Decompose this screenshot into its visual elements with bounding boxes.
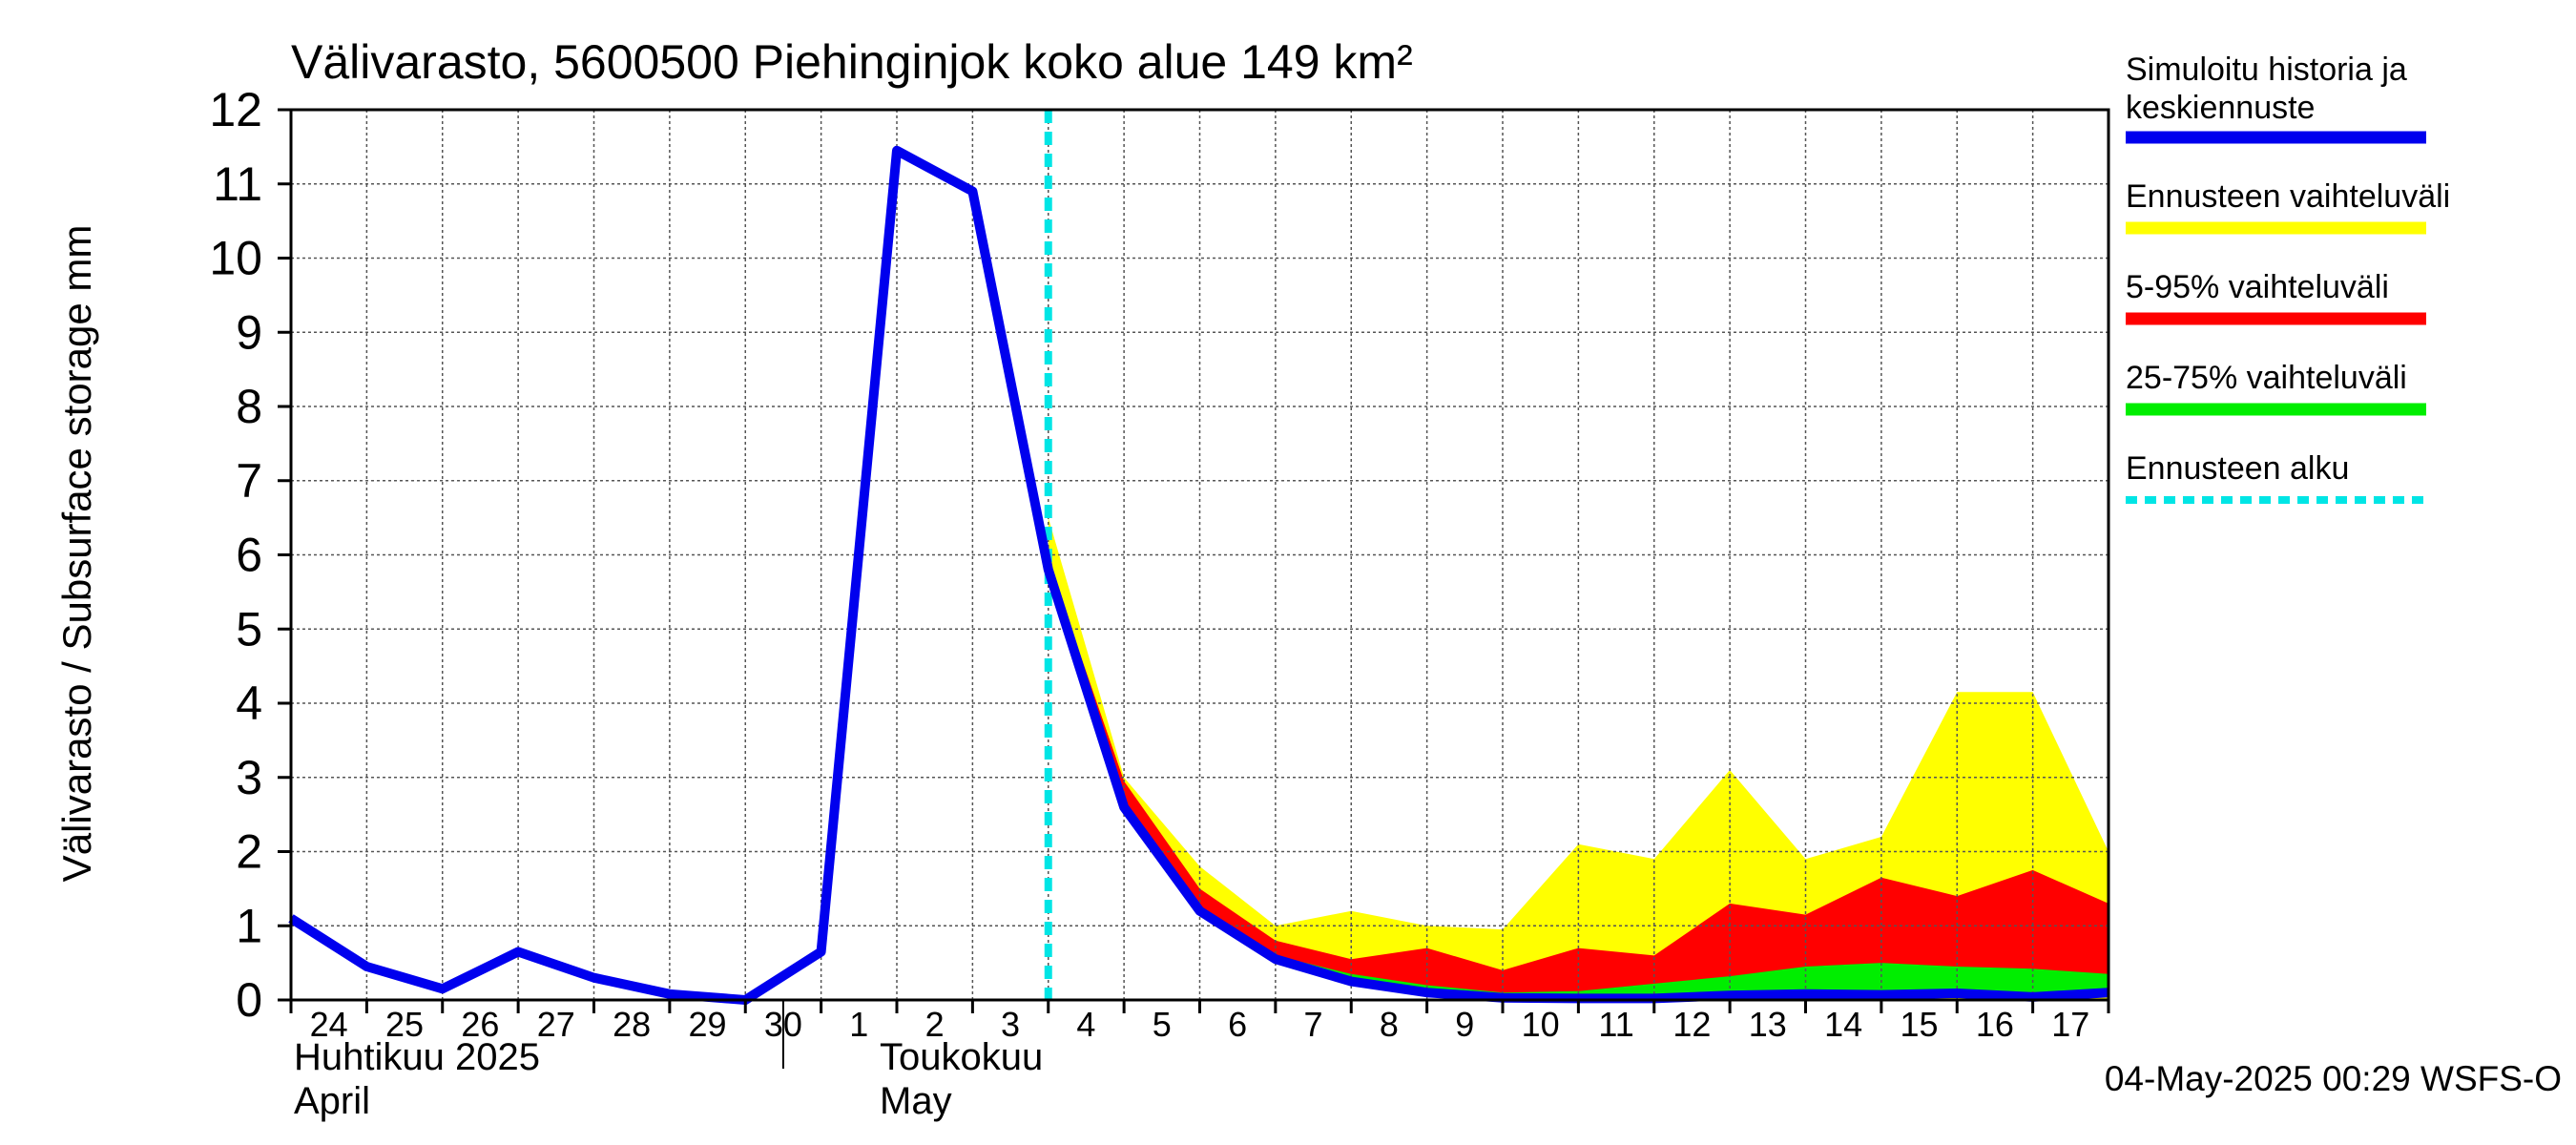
x-tick-label: 4 [1076, 1005, 1095, 1044]
month-label: Toukokuu [880, 1036, 1043, 1078]
x-tick-label: 17 [2051, 1005, 2089, 1044]
y-tick-label: 0 [236, 973, 262, 1027]
x-tick-label: 7 [1304, 1005, 1323, 1044]
month-label-english: April [294, 1080, 370, 1122]
y-tick-label: 6 [236, 529, 262, 582]
x-tick-label: 11 [1598, 1005, 1633, 1044]
x-tick-label: 28 [613, 1005, 651, 1044]
x-tick-label: 9 [1455, 1005, 1474, 1044]
x-tick-label: 2 [925, 1005, 945, 1044]
x-tick-label: 24 [310, 1005, 348, 1044]
x-tick-label: 14 [1824, 1005, 1862, 1044]
y-axis-label: Välivarasto / Subsurface storage mm [54, 225, 99, 883]
x-tick-label: 6 [1228, 1005, 1247, 1044]
x-tick-label: 5 [1153, 1005, 1172, 1044]
month-label: Huhtikuu 2025 [294, 1036, 540, 1078]
x-tick-label: 16 [1976, 1005, 2014, 1044]
legend-label: Ennusteen vaihteluväli [2126, 178, 2450, 215]
axes [278, 108, 2110, 1069]
series-line-simulated [288, 145, 2109, 1005]
legend-label-line2: keskiennuste [2126, 90, 2315, 126]
y-tick-label: 1 [236, 899, 262, 952]
month-label-english: May [880, 1080, 952, 1122]
x-tick-label: 13 [1749, 1005, 1787, 1044]
forecast-bands [1048, 517, 2109, 1000]
x-tick-label: 30 [764, 1005, 802, 1044]
x-tick-labels: 24 25 26 27 28 29 30 1 2 3 4 5 6 7 8 9 10 11 12 13 14 15 16 17 [310, 1005, 2090, 1044]
x-tick-label: 12 [1672, 1005, 1711, 1044]
y-tick-label: 2 [236, 825, 262, 879]
y-tick-label: 10 [209, 232, 262, 285]
footer-timestamp: 04-May-2025 00:29 WSFS-O [2105, 1059, 2562, 1098]
x-tick-label: 25 [385, 1005, 424, 1044]
y-tick-label: 11 [213, 157, 262, 211]
legend-label: Ennusteen alku [2126, 450, 2349, 487]
chart-title: Välivarasto, 5600500 Piehinginjok koko a… [291, 35, 1413, 89]
y-tick-label: 8 [236, 380, 262, 433]
x-tick-label: 10 [1522, 1005, 1560, 1044]
y-tick-label: 12 [209, 83, 262, 136]
x-tick-label: 1 [849, 1005, 868, 1044]
y-tick-label: 9 [236, 305, 262, 359]
y-tick-label: 7 [236, 454, 262, 508]
legend-label: Simuloitu historia ja [2126, 52, 2407, 88]
x-tick-label: 3 [1001, 1005, 1020, 1044]
y-tick-label: 3 [236, 751, 262, 804]
x-tick-label: 29 [689, 1005, 727, 1044]
y-tick-label: 4 [236, 677, 262, 730]
x-tick-label: 15 [1901, 1005, 1939, 1044]
x-tick-label: 8 [1380, 1005, 1399, 1044]
band-forecast-range [1048, 517, 2109, 1000]
y-tick-label: 5 [236, 602, 262, 656]
x-tick-label: 26 [461, 1005, 499, 1044]
band-5-95 [1048, 562, 2109, 1000]
legend-label: 25-75% vaihteluväli [2126, 360, 2407, 396]
legend-label: 5-95% vaihteluväli [2126, 269, 2389, 305]
main-series [288, 145, 2109, 1005]
x-tick-label: 27 [537, 1005, 575, 1044]
